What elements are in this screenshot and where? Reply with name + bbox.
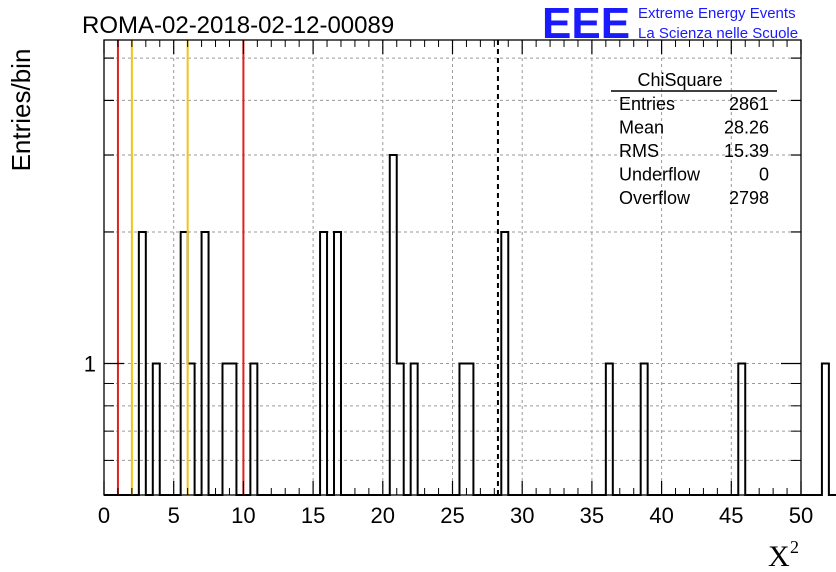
logo-mark: EEE [542,0,630,48]
x-tick-label: 30 [510,503,534,528]
x-axis-label: X 2 [768,537,799,572]
logo-line-2: La Scienza nelle Scuole [638,25,798,42]
x-axis-label-base: X [768,540,790,572]
x-tick-labels: 0 5 10 15 20 25 30 35 40 45 50 [98,503,813,528]
stats-box-title: ChiSquare [637,70,722,90]
stats-row-label: Underflow [619,165,701,185]
chart-title: ROMA-02-2018-02-12-00089 [82,12,394,39]
stats-row-label: Overflow [619,188,691,208]
x-tick-label: 0 [98,503,110,528]
reference-lines [116,40,499,495]
x-tick-label: 20 [371,503,395,528]
stats-row-value: 15.39 [724,141,769,161]
logo-line-1: Extreme Energy Events [638,5,796,22]
stats-box-rows: Entries 2861 Mean 28.26 RMS 15.39 Underflow 0 Ov… [619,94,769,208]
x-tick-label: 5 [168,503,180,528]
stats-row-value: 0 [759,165,769,185]
x-axis-label-superscript: 2 [790,537,799,557]
stats-row-label: Entries [619,94,675,114]
x-tick-label: 15 [301,503,325,528]
stats-row-label: RMS [619,141,659,161]
stats-row-value: 2798 [729,188,769,208]
axis-ticks [103,40,802,495]
x-tick-label: 50 [789,503,813,528]
x-tick-label: 35 [580,503,604,528]
x-tick-label: 45 [719,503,743,528]
grid-lines [104,40,801,495]
y-axis-label: Entries/bin [6,49,36,172]
eee-logo: EEE Extreme Energy Events La Scienza nel… [542,0,798,48]
stats-row-value: 28.26 [724,118,769,138]
y-tick-label: 1 [84,351,96,376]
x-tick-label: 25 [440,503,464,528]
stats-row-value: 2861 [729,94,769,114]
x-tick-label: 10 [231,503,255,528]
stats-row-label: Mean [619,118,664,138]
stats-box: ChiSquare Entries 2861 Mean 28.26 RMS 15.39 Un… [611,70,777,208]
y-tick-labels: 1 [84,351,96,376]
x-tick-label: 40 [649,503,673,528]
